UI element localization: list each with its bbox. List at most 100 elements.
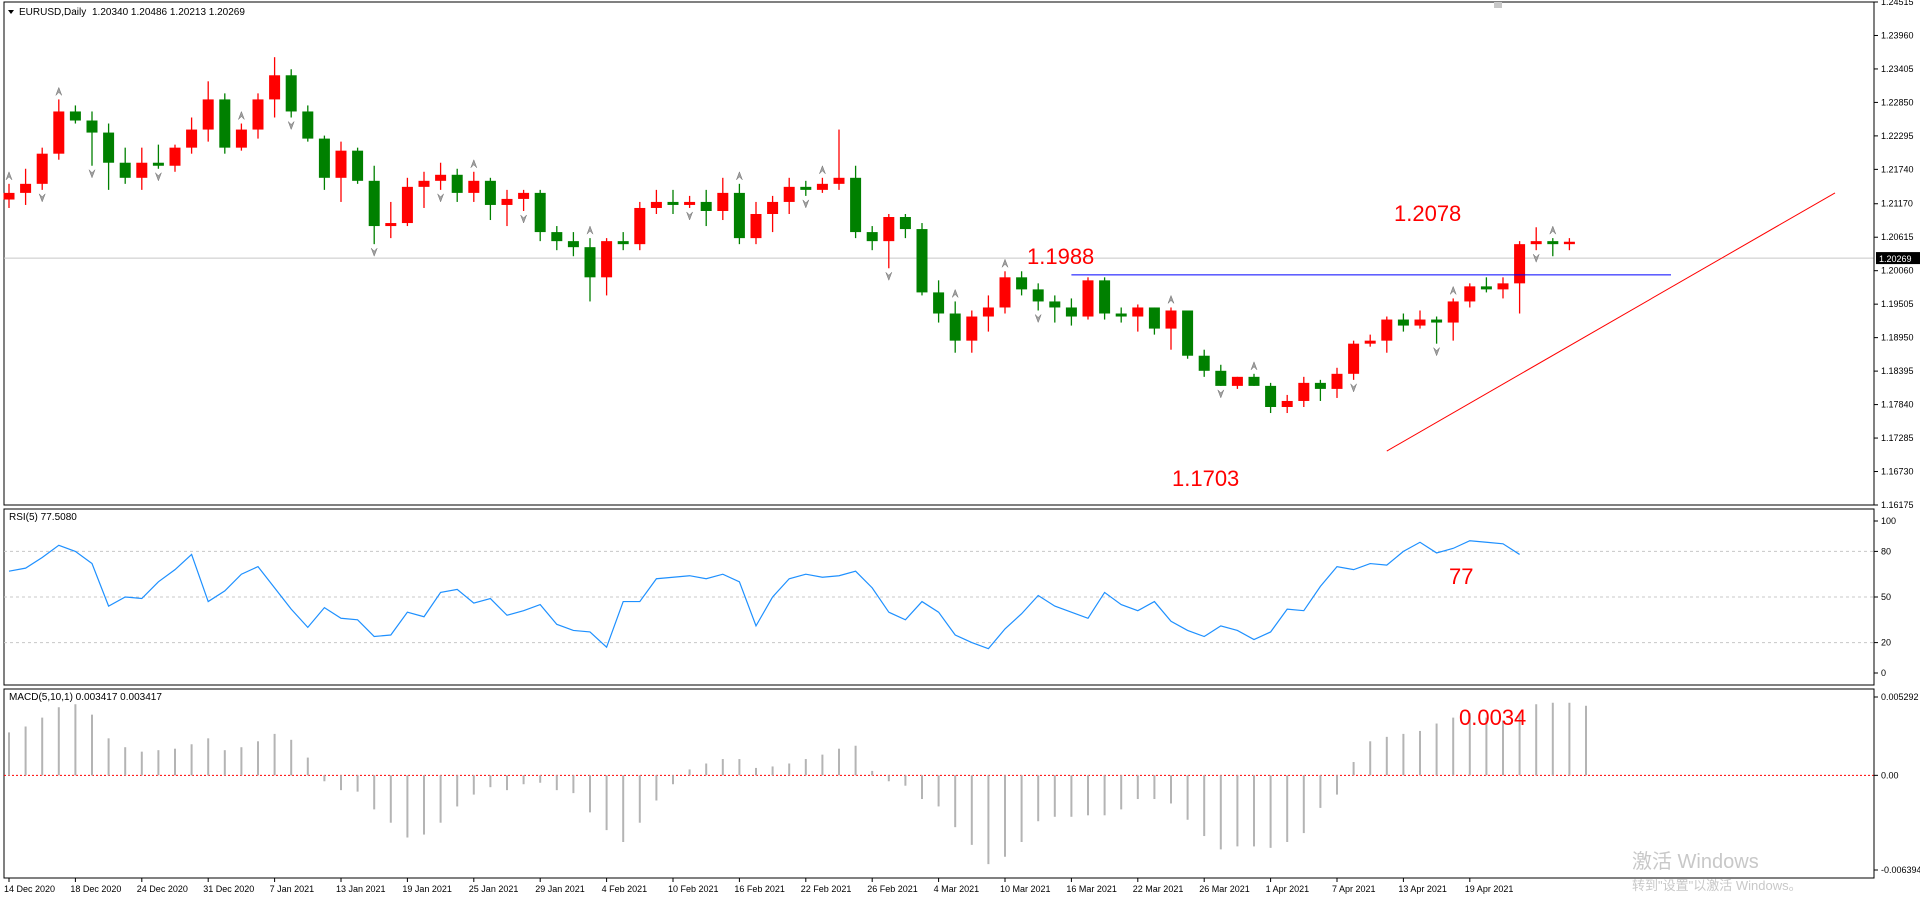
- candle-body: [1331, 373, 1343, 389]
- candle: [650, 189, 662, 214]
- candle: [833, 129, 845, 190]
- candle-body: [933, 292, 945, 314]
- candle: [1132, 304, 1144, 332]
- rsi-line: [8, 540, 1520, 650]
- candle: [1547, 238, 1559, 257]
- candle-body: [103, 132, 115, 163]
- candle-body: [850, 177, 862, 233]
- candle-body: [1381, 319, 1393, 341]
- x-axis-label: 10 Feb 2021: [668, 884, 719, 894]
- symbol-dropdown-icon[interactable]: [8, 10, 14, 14]
- windows-watermark-title: 激活 Windows: [1632, 850, 1759, 873]
- candle: [1198, 349, 1210, 377]
- candle-body: [534, 192, 546, 233]
- candle: [667, 189, 679, 214]
- candle: [435, 162, 447, 190]
- x-axis-label: 19 Jan 2021: [402, 884, 452, 894]
- candle-body: [1514, 244, 1526, 284]
- candle: [1082, 277, 1094, 320]
- candle: [368, 165, 380, 245]
- candle-body: [999, 277, 1011, 308]
- candle: [982, 295, 994, 332]
- candle: [899, 213, 911, 239]
- candle-body: [816, 183, 828, 190]
- candle-body: [584, 247, 596, 278]
- candle: [1065, 298, 1077, 326]
- candle-body: [3, 192, 15, 200]
- rsi-header: RSI(5) 77.5080: [9, 512, 77, 523]
- fractal-down-arrow-icon: [287, 121, 295, 131]
- candle-body: [1231, 376, 1243, 386]
- candle-body: [468, 180, 480, 193]
- candle: [1497, 277, 1509, 299]
- macd-axis-label: -0.006394: [1881, 865, 1920, 875]
- candle-body: [634, 207, 646, 245]
- candle: [1563, 238, 1575, 251]
- candle-body: [1065, 307, 1077, 317]
- candle-body: [1431, 319, 1443, 323]
- price-axis-label: 1.19505: [1881, 299, 1914, 309]
- candle: [152, 144, 164, 169]
- candle: [169, 144, 181, 172]
- candle-body: [1447, 301, 1459, 323]
- fractal-up-arrow-icon: [1449, 285, 1457, 295]
- candle: [933, 280, 945, 323]
- fractal-up-arrow-icon: [5, 171, 13, 181]
- symbol-title: EURUSD,Daily: [19, 7, 86, 18]
- candle: [534, 189, 546, 242]
- candle: [1265, 382, 1277, 414]
- fractal-down-arrow-icon: [520, 214, 527, 224]
- price-axis-label: 1.22295: [1881, 131, 1914, 141]
- candle-body: [335, 150, 347, 178]
- fractal-up-arrow-icon: [470, 159, 478, 168]
- scroll-marker-icon[interactable]: [1494, 2, 1502, 8]
- fractal-down-arrow-icon: [155, 172, 162, 182]
- candle-body: [518, 192, 530, 199]
- candle-body: [136, 162, 148, 178]
- fractal-down-arrow-icon: [885, 272, 893, 281]
- candle: [302, 105, 314, 142]
- price-axis-label: 1.21170: [1881, 199, 1913, 209]
- x-axis-label: 13 Apr 2021: [1398, 884, 1447, 894]
- candle: [1381, 316, 1393, 353]
- candle: [634, 201, 646, 251]
- candle-body: [1265, 385, 1277, 407]
- candle-body: [866, 232, 878, 242]
- x-axis-label: 4 Mar 2021: [934, 884, 980, 894]
- candle-body: [667, 201, 679, 205]
- candle: [1281, 394, 1293, 414]
- fractal-down-arrow-icon: [1217, 389, 1225, 399]
- candle: [1514, 241, 1526, 314]
- x-axis-label: 26 Mar 2021: [1199, 884, 1250, 894]
- rsi-axis-label: 50: [1881, 592, 1891, 602]
- macd-header: MACD(5,10,1) 0.003417 0.003417: [9, 692, 162, 703]
- candle-body: [650, 201, 662, 208]
- candle-body: [501, 198, 513, 205]
- candle-body: [385, 223, 397, 227]
- x-axis-label: 16 Mar 2021: [1066, 884, 1117, 894]
- candle-body: [1563, 241, 1575, 245]
- x-axis-label: 10 Mar 2021: [1000, 884, 1051, 894]
- candle: [1348, 340, 1360, 380]
- candle-body: [152, 162, 164, 166]
- price-axis-label: 1.20615: [1881, 232, 1914, 242]
- candle-body: [1248, 376, 1260, 386]
- fractal-down-arrow-icon: [38, 193, 46, 203]
- candle: [1298, 376, 1310, 407]
- candle-body: [69, 111, 81, 121]
- candle: [551, 226, 563, 251]
- candle: [269, 57, 281, 118]
- chart-header: EURUSD,Daily 1.20340 1.20486 1.20213 1.2…: [8, 7, 245, 18]
- candle-body: [318, 138, 330, 178]
- candle: [1099, 277, 1111, 320]
- x-axis-label: 18 Dec 2020: [70, 884, 121, 894]
- fractal-up-arrow-icon: [586, 225, 594, 235]
- candle: [20, 168, 32, 205]
- price-axis-label: 1.24515: [1881, 0, 1914, 7]
- candle: [352, 147, 364, 184]
- candle-body: [86, 120, 98, 133]
- candle: [1314, 379, 1326, 401]
- price-axis-label: 1.18950: [1881, 333, 1914, 343]
- trendline[interactable]: [1386, 192, 1836, 452]
